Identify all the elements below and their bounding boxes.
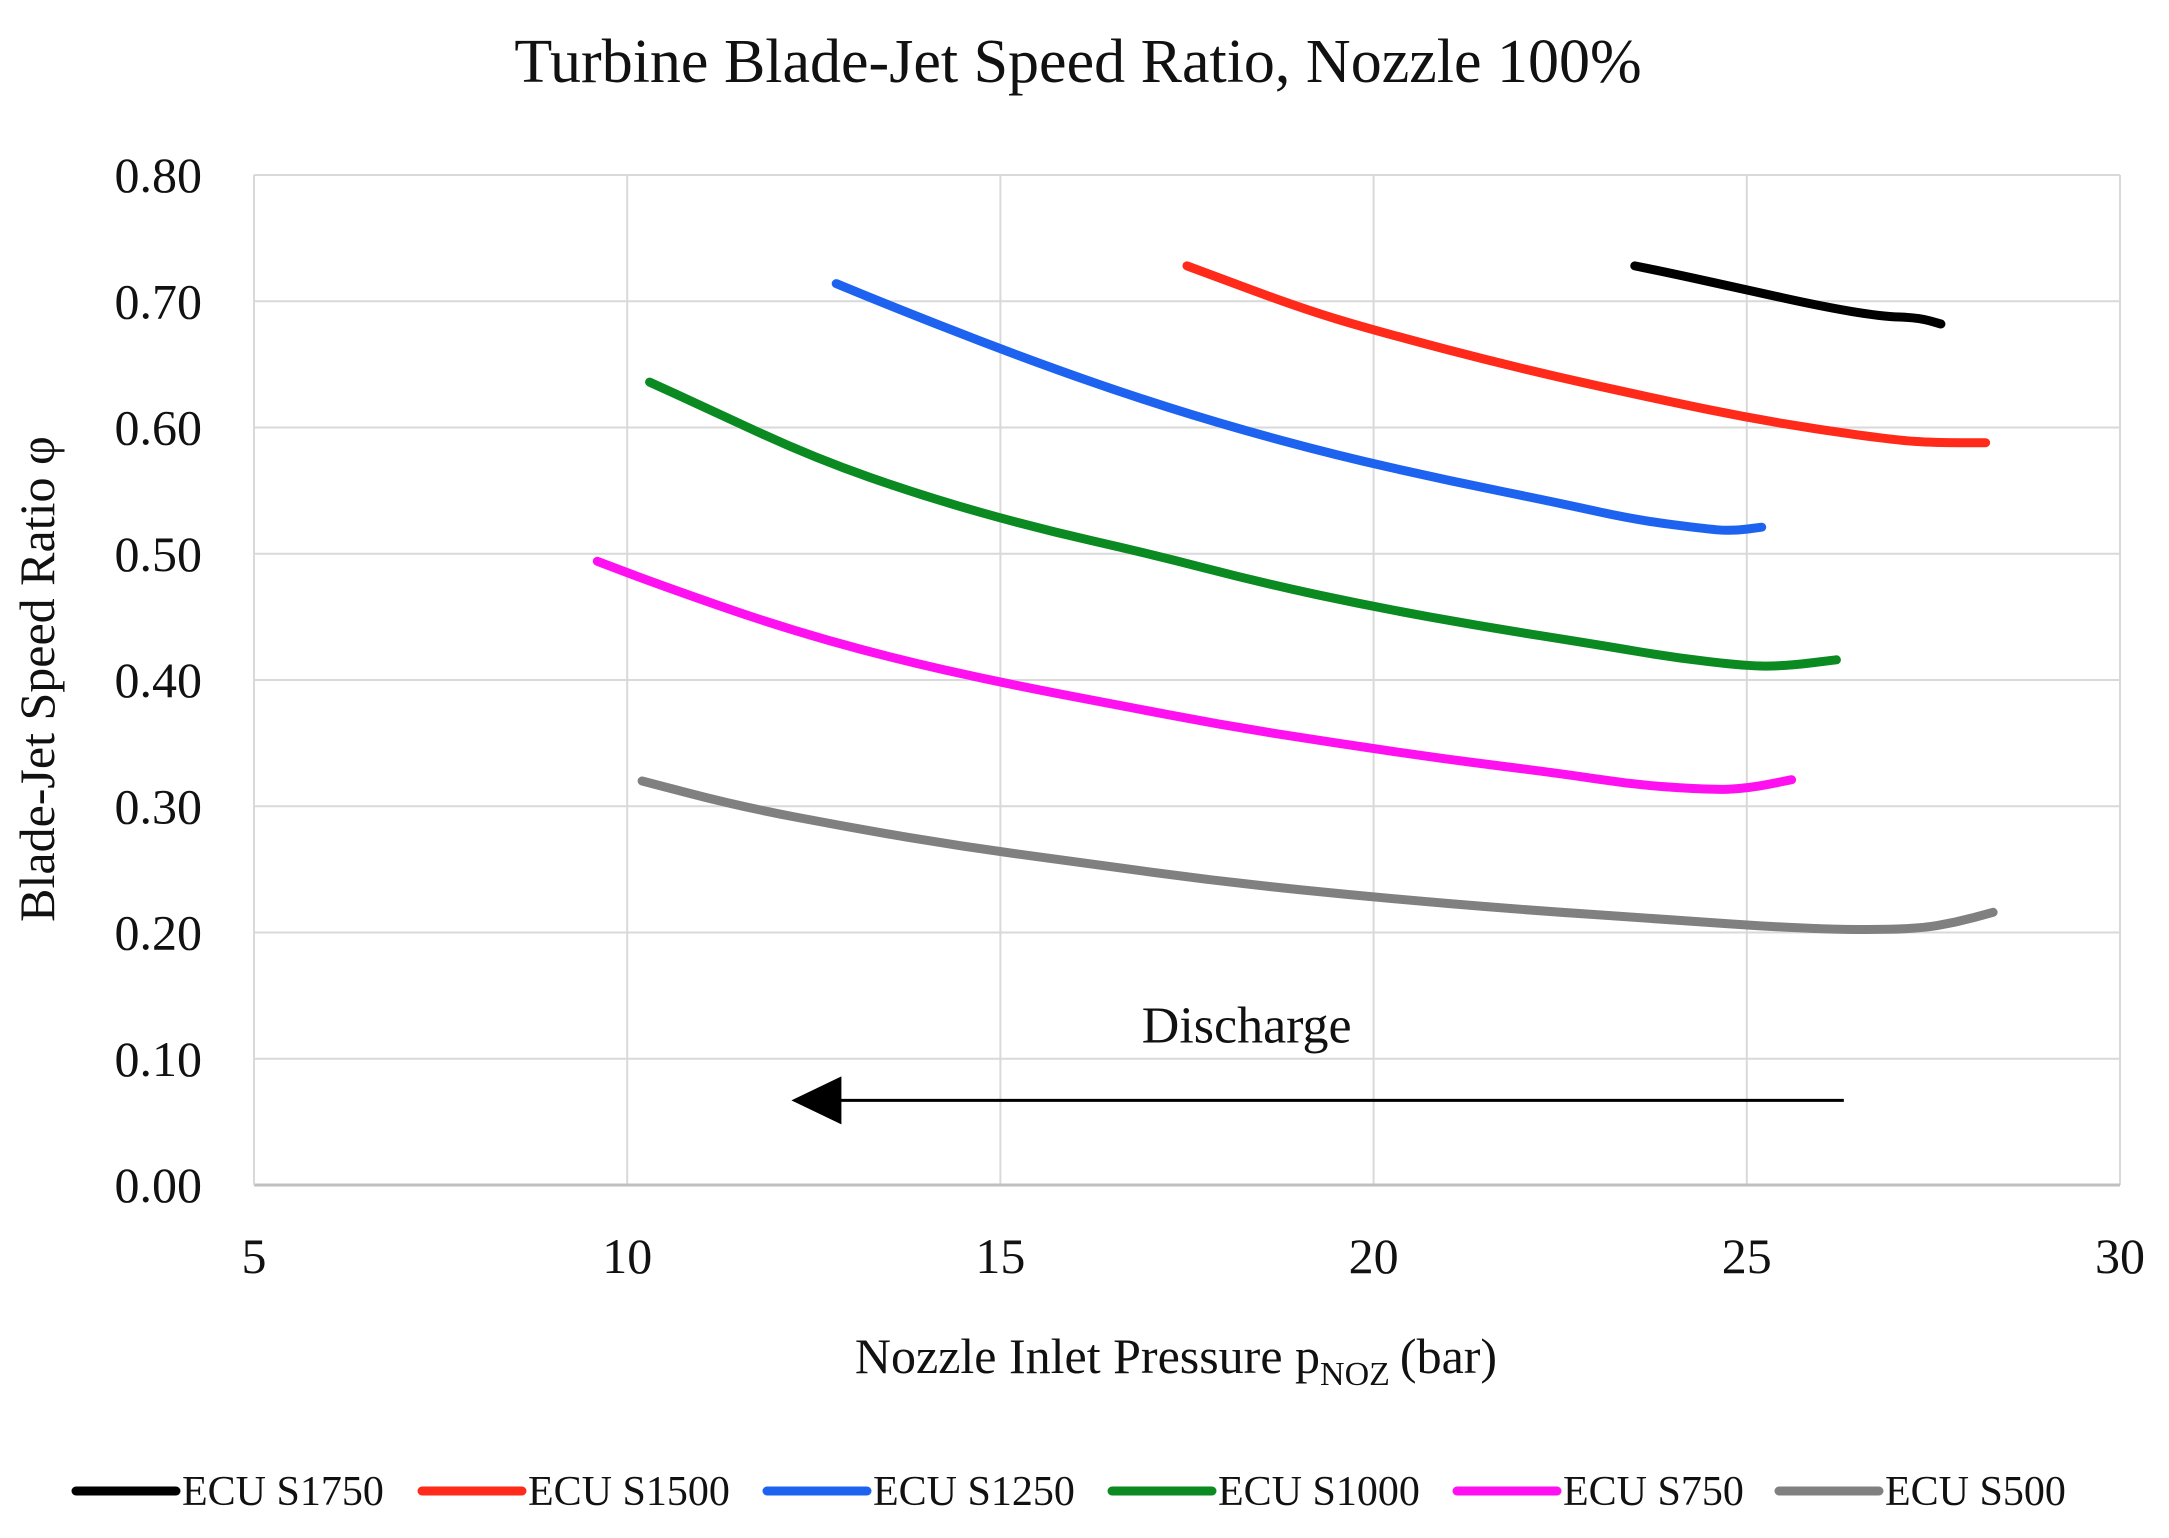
legend-label-ecu-s1000: ECU S1000 [1218, 1469, 1420, 1515]
chart-title: Turbine Blade-Jet Speed Ratio, Nozzle 10… [514, 28, 1641, 96]
y-axis-label: Blade-Jet Speed Ratio φ [9, 436, 65, 922]
y-tick-label: 0.80 [115, 147, 203, 203]
x-axis-label-main: Nozzle Inlet Pressure p [855, 1328, 1320, 1384]
x-axis-label-unit: (bar) [1400, 1328, 1497, 1384]
x-tick-label: 20 [1349, 1228, 1399, 1284]
series-line-ecu-s750 [592, 556, 1797, 794]
x-tick-label: 15 [975, 1228, 1025, 1284]
x-tick-label: 5 [242, 1228, 267, 1284]
series-line-ecu-s1750 [1630, 261, 1946, 329]
y-tick-label: 0.20 [115, 905, 203, 961]
discharge-arrow-head [791, 1076, 842, 1125]
legend-label-ecu-s1500: ECU S1500 [528, 1469, 730, 1515]
series-line-ecu-s1500 [1182, 261, 1991, 448]
x-axis-label-subscript: NOZ [1320, 1356, 1390, 1393]
x-axis-label: Nozzle Inlet Pressure pNOZ (bar) [855, 1328, 1497, 1393]
legend-label-ecu-s1750: ECU S1750 [182, 1469, 384, 1515]
discharge-annotation: Discharge [791, 997, 1844, 1125]
series-line-ecu-s1250 [831, 279, 1767, 535]
series-line-ecu-s1000 [645, 377, 1841, 671]
tick-labels: 0.00 0.10 0.20 0.30 0.40 0.50 0.60 0.70 0.80 5 10 1… [115, 147, 2146, 1284]
y-tick-label: 0.40 [115, 652, 203, 708]
y-tick-label: 0.70 [115, 273, 203, 329]
series-line-ecu-s500 [637, 776, 1998, 935]
y-tick-label: 0.10 [115, 1031, 203, 1087]
grid [253, 174, 2121, 1186]
axes [253, 175, 2120, 1187]
y-tick-label: 0.00 [115, 1157, 203, 1213]
legend-label-ecu-s750: ECU S750 [1563, 1469, 1744, 1515]
data-series [592, 261, 1998, 935]
discharge-label: Discharge [1142, 997, 1352, 1054]
y-tick-label: 0.30 [115, 778, 203, 834]
legend-label-ecu-s1250: ECU S1250 [873, 1469, 1075, 1515]
x-tick-label: 25 [1722, 1228, 1772, 1284]
legend-label-ecu-s500: ECU S500 [1885, 1469, 2066, 1515]
legend: ECU S1750 ECU S1500 ECU S1250 ECU S1000 ECU … [71, 1469, 2066, 1515]
x-tick-label: 10 [602, 1228, 652, 1284]
y-tick-label: 0.50 [115, 526, 203, 582]
y-tick-label: 0.60 [115, 400, 203, 456]
x-tick-label: 30 [2095, 1228, 2145, 1284]
